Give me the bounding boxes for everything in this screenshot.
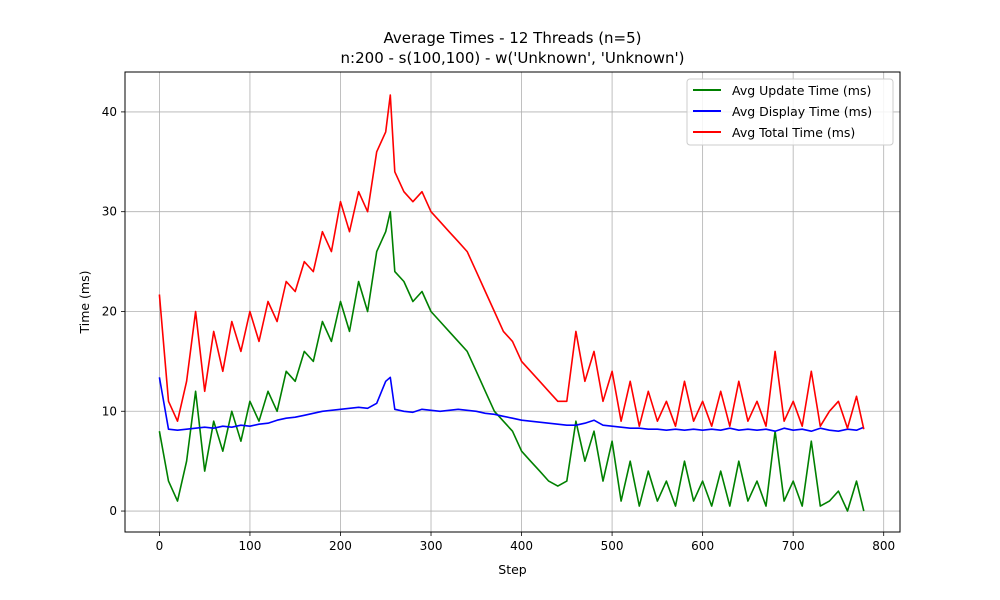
series-display-time (158, 376, 865, 433)
x-tick-label: 0 (156, 539, 164, 553)
x-tick-label: 300 (420, 539, 443, 553)
series-group (158, 94, 865, 512)
chart-title: Average Times - 12 Threads (n=5) (383, 29, 641, 47)
x-tick-label: 700 (782, 539, 805, 553)
x-tick-label: 200 (329, 539, 352, 553)
legend-label-update: Avg Update Time (ms) (732, 83, 871, 98)
y-tick-label: 0 (109, 504, 117, 518)
ticks: 0 100 200 300 400 500 600 700 800 0 10 20 30 40 (102, 105, 895, 553)
legend: Avg Update Time (ms) Avg Display Time (m… (686, 78, 894, 146)
y-tick-label: 20 (102, 304, 117, 318)
x-tick-label: 600 (691, 539, 714, 553)
y-tick-label: 10 (102, 404, 117, 418)
legend-box (686, 78, 894, 146)
chart-subtitle: n:200 - s(100,100) - w('Unknown', 'Unkno… (341, 49, 685, 67)
x-tick-label: 500 (601, 539, 624, 553)
legend-label-display: Avg Display Time (ms) (732, 104, 872, 119)
legend-label-total: Avg Total Time (ms) (732, 125, 855, 140)
x-axis-label: Step (498, 562, 527, 577)
series-total-time (158, 94, 865, 430)
series-update-time (158, 210, 865, 512)
x-tick-label: 800 (872, 539, 895, 553)
y-axis-label: Time (ms) (77, 270, 92, 334)
x-tick-label: 400 (510, 539, 533, 553)
y-tick-label: 30 (102, 205, 117, 219)
x-tick-label: 100 (238, 539, 261, 553)
y-tick-label: 40 (102, 105, 117, 119)
plot-frame (124, 71, 901, 533)
